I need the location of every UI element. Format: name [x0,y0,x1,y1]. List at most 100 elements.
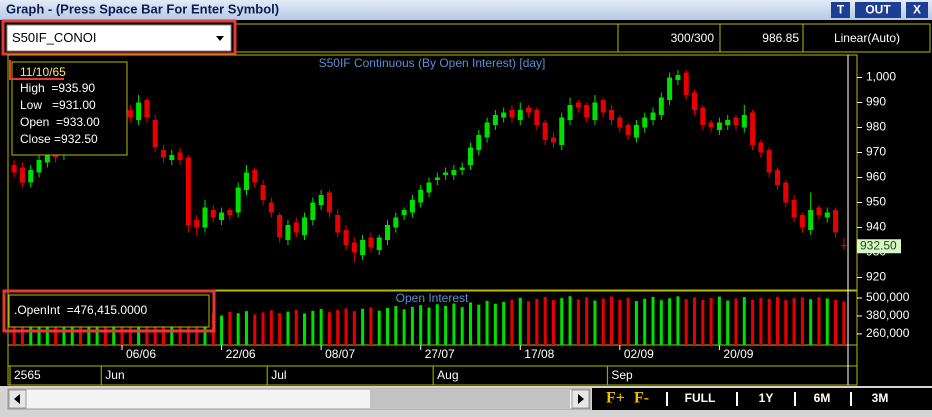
oi-bar [684,299,688,345]
oi-bar [220,315,224,345]
y-tick-label: 1,000 [866,70,896,84]
oi-bar [269,310,273,345]
oi-bar [253,314,257,345]
candle-body [426,182,432,193]
oi-bar [278,313,282,345]
oi-bar [825,298,829,345]
month-label: Sep [611,368,633,382]
button[interactable] [855,2,901,18]
oi-bar [244,311,248,345]
candle-body [683,72,689,95]
scroll-thumb[interactable] [370,390,570,408]
y-tick-label: 500,000 [866,290,910,304]
oi-bar [20,320,24,345]
info-line: Close =932.50 [20,132,98,146]
oi-bar [444,305,448,345]
oi-bar [726,300,730,345]
oi-bar [767,298,771,345]
candle-body [28,170,34,183]
info-line: High =935.90 [20,81,95,95]
oi-bar [460,307,464,345]
button[interactable] [831,2,850,18]
count-field: 300/300 [671,31,715,45]
candle-body [692,92,698,110]
oi-bar [593,300,597,345]
candle-body [592,102,598,120]
oi-bar [502,301,506,345]
oi-bar [518,297,522,345]
oi-bar [79,320,83,345]
candle-body [526,107,532,113]
candle-body [160,150,166,158]
oi-bar [468,302,472,345]
arrow[interactable] [14,394,20,404]
candle-body [418,190,424,203]
candle-body [733,117,739,125]
x-tick-label: 20/09 [723,347,753,361]
oi-bar [12,320,16,345]
oi-bar [377,310,381,345]
range-button[interactable]: 6M [814,391,831,405]
highlight [1,19,237,56]
candle-body [127,110,133,118]
oi-bar [676,296,680,345]
candle-body [177,152,183,160]
zoom-out[interactable]: F- [634,390,649,407]
candle-body [11,165,17,173]
x-tick-label: 02/09 [624,347,654,361]
oi-bar [419,305,423,345]
zoom-in[interactable]: F+ [606,390,625,407]
symbol-dropdown[interactable] [6,24,232,52]
oi-bar [319,309,323,345]
candle-body [484,122,490,138]
oi-bar [775,296,779,345]
pane-title: Open Interest [396,291,469,305]
last-price-tag [857,239,901,254]
candle-body [385,225,391,240]
symbol-text[interactable]: S50IF_CONOI [12,30,97,45]
candle-body [19,167,25,183]
arrow[interactable] [578,394,584,404]
candle-body [575,102,581,108]
oi-bar [427,307,431,345]
oi-bar [336,310,340,345]
candle-body [600,100,606,113]
info-box [11,61,128,156]
range-button[interactable]: 1Y [759,391,774,405]
button-label[interactable]: X [913,3,921,17]
candle-body [584,105,590,118]
button[interactable] [906,2,928,18]
oi-bar [618,299,622,345]
candle-body [44,152,50,163]
dropdown-arrow[interactable] [216,36,224,41]
range-button[interactable]: FULL [685,391,716,405]
scale-field[interactable]: Linear(Auto) [834,31,900,45]
last-price-label: 932.50 [860,238,897,252]
candle-body [185,157,191,225]
oi-bar [643,298,647,345]
candle-body [741,115,747,128]
month-label: Aug [437,368,458,382]
range-button[interactable]: 3M [872,391,889,405]
candle-body [808,210,814,230]
oi-bar [311,310,315,345]
oi-bar [352,311,356,345]
oi-bar [751,299,755,345]
oi-bar [510,299,514,345]
y-tick-label: 970 [866,145,886,159]
oi-bar [626,297,630,345]
x-tick-label: 22/06 [226,347,256,361]
candle-body [335,215,341,233]
button-label[interactable]: T [837,3,845,17]
candle-body [650,112,656,120]
oi-bar [452,303,456,345]
y-tick-label: 260,000 [866,326,910,340]
candle-body [517,110,523,120]
window-title: Graph - (Press Space Bar For Enter Symbo… [6,1,279,16]
oi-bar [493,303,497,345]
button-label[interactable]: OUT [865,3,891,17]
oi-bar [668,298,672,345]
highlight [2,289,216,333]
oi-bar [834,299,838,345]
oi-bar [792,298,796,345]
